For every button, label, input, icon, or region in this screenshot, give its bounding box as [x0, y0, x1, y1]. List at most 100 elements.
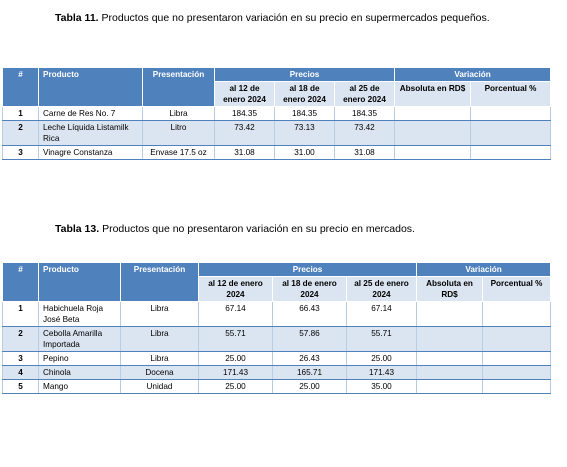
row-price-2: 31.00 — [274, 145, 335, 160]
table-13-caption: Tabla 13. Productos que no presentaron v… — [55, 222, 535, 237]
row-producto: Mango — [38, 379, 121, 394]
row-price-3: 31.08 — [333, 145, 396, 160]
row-price-2: 57.86 — [272, 326, 347, 352]
row-presentacion: Libra — [120, 351, 199, 366]
table-11: # Producto Presentación Precios Variació… — [2, 67, 552, 160]
row-absoluta — [416, 301, 484, 327]
header-absoluta: Absoluta en RD$ — [416, 276, 484, 302]
row-presentacion: Litro — [142, 120, 215, 146]
row-presentacion: Envase 17.5 oz — [142, 145, 215, 160]
header-producto: Producto — [38, 67, 143, 107]
header-precios: Precios — [197, 262, 418, 277]
header-absoluta: Absoluta en RD$ — [394, 81, 472, 107]
header-variacion: Variación — [416, 262, 552, 277]
row-absoluta — [416, 351, 484, 366]
row-absoluta — [394, 106, 472, 121]
row-porcentual — [470, 145, 552, 160]
table-11-caption: Tabla 11. Productos que no presentaron v… — [55, 11, 535, 26]
table-row: 2 Cebolla Amarilla Importada Libra 55.71… — [2, 326, 552, 352]
row-price-3: 35.00 — [345, 379, 418, 394]
row-absoluta — [416, 326, 484, 352]
row-price-3: 171.43 — [345, 365, 418, 380]
row-absoluta — [416, 365, 484, 380]
row-presentacion: Libra — [142, 106, 215, 121]
row-porcentual — [470, 120, 552, 146]
row-absoluta — [394, 120, 472, 146]
header-presentacion: Presentación — [120, 262, 199, 302]
row-price-1: 73.42 — [214, 120, 275, 146]
table-row: 3 Vinagre Constanza Envase 17.5 oz 31.08… — [2, 145, 552, 160]
row-price-3: 73.42 — [333, 120, 396, 146]
row-price-1: 25.00 — [198, 379, 273, 394]
header-date-2: al 18 de enero 2024 — [272, 276, 347, 302]
row-price-3: 184.35 — [333, 106, 396, 121]
table-row: 1 Carne de Res No. 7 Libra 184.35 184.35… — [2, 106, 552, 121]
row-price-1: 55.71 — [198, 326, 273, 352]
table-13-caption-text: Productos que no presentaron variación e… — [102, 223, 415, 235]
row-porcentual — [482, 365, 552, 380]
table-11-caption-text: Productos que no presentaron variación e… — [101, 12, 490, 24]
table-row: 3 Pepino Libra 25.00 26.43 25.00 — [2, 351, 552, 366]
header-date-1: al 12 de enero 2024 — [198, 276, 273, 302]
row-price-2: 25.00 — [272, 379, 347, 394]
row-porcentual — [482, 379, 552, 394]
row-price-2: 184.35 — [274, 106, 335, 121]
row-num: 3 — [2, 351, 39, 366]
row-price-1: 31.08 — [214, 145, 275, 160]
table-13: # Producto Presentación Precios Variació… — [2, 262, 552, 394]
row-price-1: 171.43 — [198, 365, 273, 380]
row-presentacion: Docena — [120, 365, 199, 380]
header-date-3: al 25 de enero 2024 — [333, 81, 396, 107]
row-num: 1 — [2, 106, 39, 121]
row-num: 3 — [2, 145, 39, 160]
header-num: # — [2, 67, 39, 107]
row-producto: Vinagre Constanza — [38, 145, 143, 160]
table-row: 4 Chinola Docena 171.43 165.71 171.43 — [2, 365, 552, 380]
row-price-3: 25.00 — [345, 351, 418, 366]
header-num: # — [2, 262, 39, 302]
row-absoluta — [394, 145, 472, 160]
row-num: 2 — [2, 120, 39, 146]
row-num: 1 — [2, 301, 39, 327]
header-date-3: al 25 de enero 2024 — [345, 276, 418, 302]
row-price-3: 55.71 — [345, 326, 418, 352]
row-price-2: 73.13 — [274, 120, 335, 146]
row-num: 5 — [2, 379, 39, 394]
row-producto: Chinola — [38, 365, 121, 380]
row-producto: Habichuela Roja José Beta — [38, 301, 121, 327]
row-price-2: 66.43 — [272, 301, 347, 327]
row-price-3: 67.14 — [345, 301, 418, 327]
row-absoluta — [416, 379, 484, 394]
header-date-1: al 12 de enero 2024 — [214, 81, 275, 107]
row-producto: Leche Líquida Listamilk Rica — [38, 120, 143, 146]
table-row: 5 Mango Unidad 25.00 25.00 35.00 — [2, 379, 552, 394]
row-producto: Cebolla Amarilla Importada — [38, 326, 121, 352]
row-presentacion: Libra — [120, 301, 199, 327]
row-porcentual — [470, 106, 552, 121]
header-date-2: al 18 de enero 2024 — [274, 81, 335, 107]
header-presentacion: Presentación — [142, 67, 215, 107]
header-precios: Precios — [213, 67, 396, 82]
row-porcentual — [482, 326, 552, 352]
row-price-2: 26.43 — [272, 351, 347, 366]
table-11-caption-label: Tabla 11. — [55, 12, 99, 24]
header-variacion: Variación — [394, 67, 552, 82]
row-producto: Pepino — [38, 351, 121, 366]
table-row: 1 Habichuela Roja José Beta Libra 67.14 … — [2, 301, 552, 327]
header-porcentual: Porcentual % — [482, 276, 552, 302]
row-porcentual — [482, 301, 552, 327]
row-price-1: 25.00 — [198, 351, 273, 366]
row-price-2: 165.71 — [272, 365, 347, 380]
row-price-1: 67.14 — [198, 301, 273, 327]
row-presentacion: Unidad — [120, 379, 199, 394]
row-num: 4 — [2, 365, 39, 380]
table-row: 2 Leche Líquida Listamilk Rica Litro 73.… — [2, 120, 552, 146]
row-price-1: 184.35 — [214, 106, 275, 121]
header-porcentual: Porcentual % — [470, 81, 552, 107]
row-num: 2 — [2, 326, 39, 352]
table-13-caption-label: Tabla 13. — [55, 223, 100, 235]
row-porcentual — [482, 351, 552, 366]
row-presentacion: Libra — [120, 326, 199, 352]
row-producto: Carne de Res No. 7 — [38, 106, 143, 121]
header-producto: Producto — [38, 262, 121, 302]
